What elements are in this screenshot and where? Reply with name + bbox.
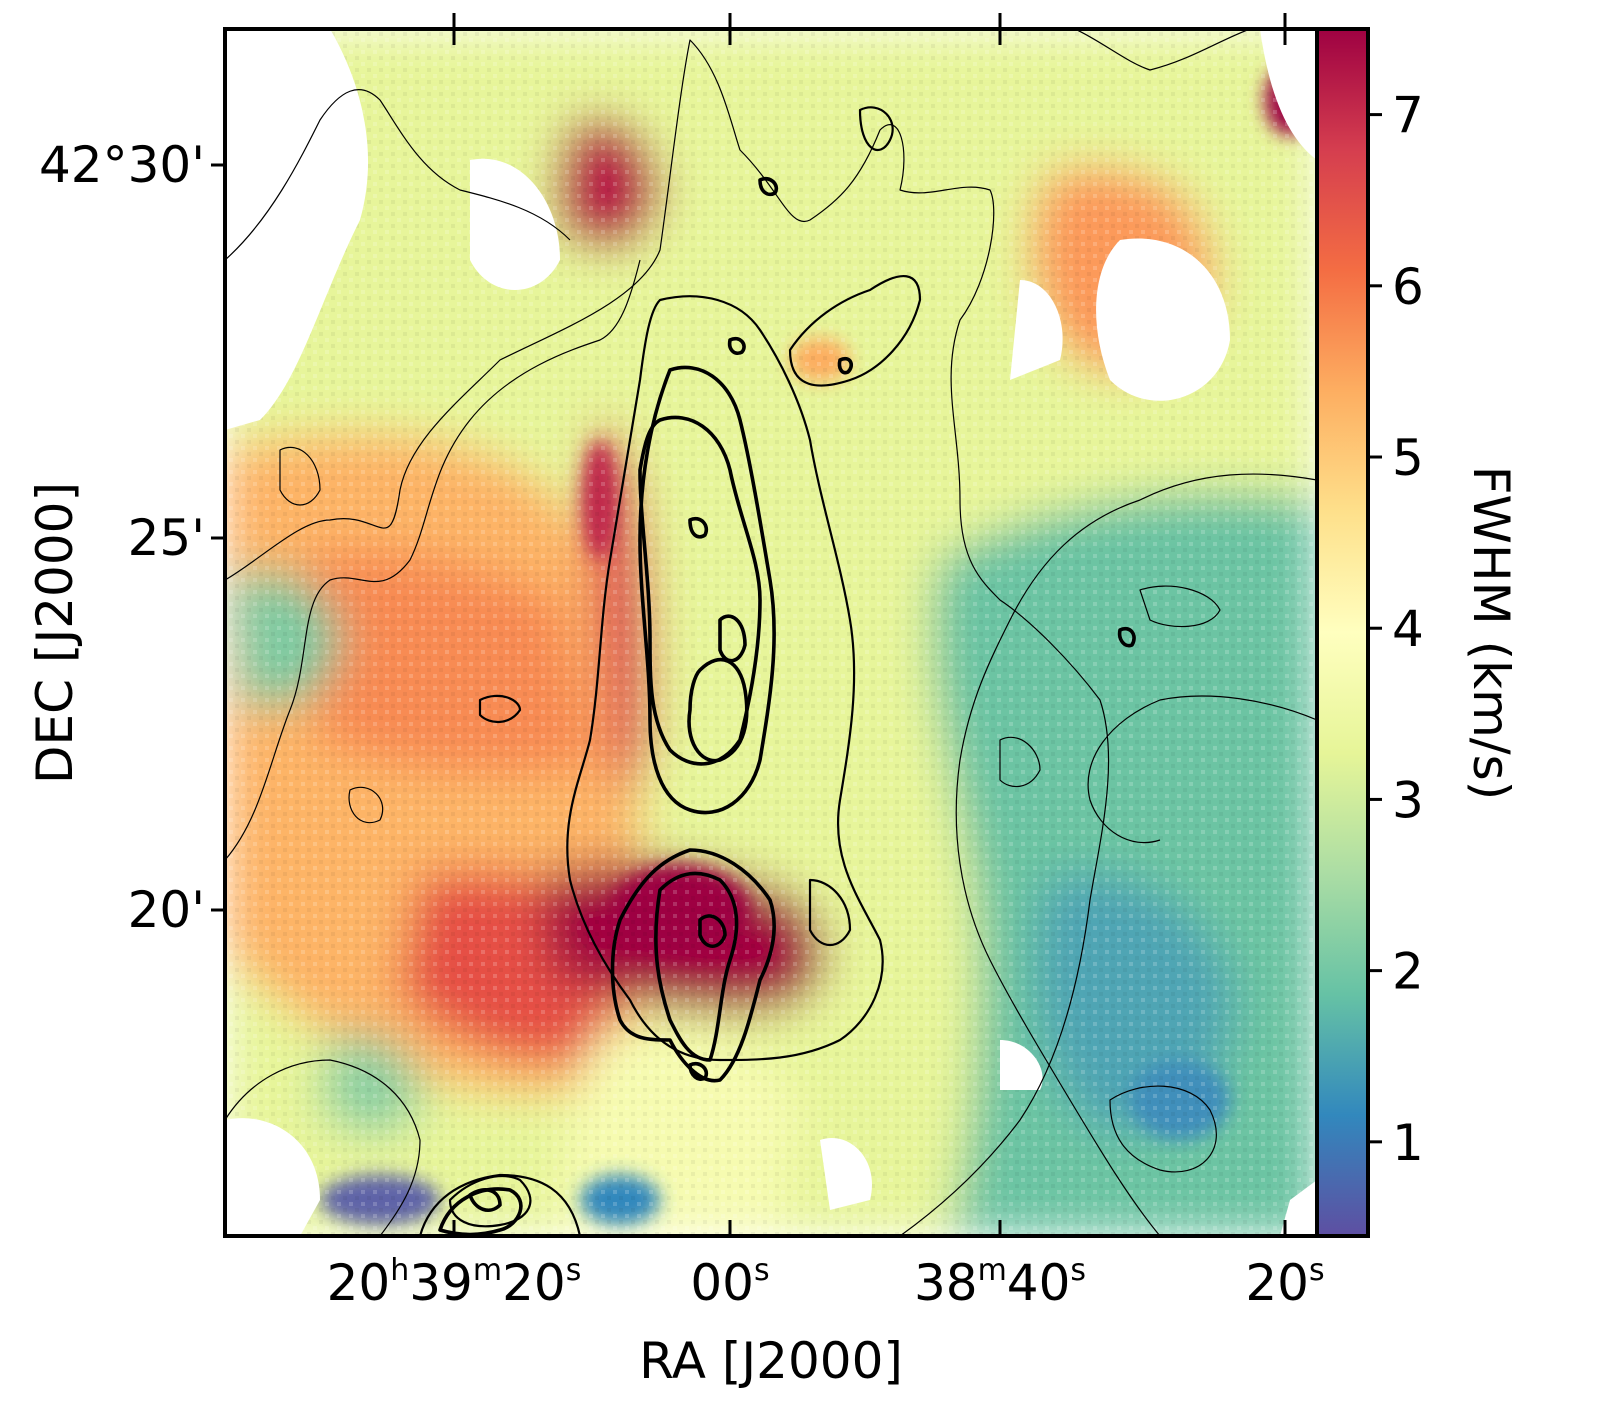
- colorbar: 1 2 3 4 5 6 7 FWHM (km/s): [1315, 27, 1520, 1238]
- x-tick-label: 38m40s: [914, 1253, 1086, 1312]
- colorbar-tick-label: 4: [1392, 600, 1424, 658]
- x-tick-label: 00s: [690, 1253, 769, 1312]
- colorbar-tick-label: 6: [1392, 258, 1424, 316]
- fwhm-map: [225, 29, 1317, 1236]
- y-tick-label: 20': [128, 881, 205, 939]
- x-tick-label: 20s: [1245, 1253, 1324, 1312]
- colorbar-gradient: [1317, 29, 1368, 1236]
- y-tick-labels: 42°30' 25' 20': [39, 136, 205, 939]
- colorbar-frame: [1315, 27, 1370, 1238]
- colorbar-tick-label: 7: [1392, 87, 1424, 145]
- y-tick-label: 25': [128, 509, 205, 567]
- colorbar-title: FWHM (km/s): [1462, 466, 1520, 800]
- x-axis-title: RA [J2000]: [639, 1332, 903, 1390]
- y-axis-title: DEC [J2000]: [26, 482, 84, 784]
- x-tick-labels: 20h39m20s 00s 38m40s 20s: [327, 1253, 1325, 1312]
- x-tick-label: 20h39m20s: [327, 1253, 582, 1312]
- colorbar-tick-label: 2: [1392, 943, 1424, 1001]
- colorbar-tick-label: 3: [1392, 771, 1424, 829]
- y-tick-label: 42°30': [39, 136, 205, 194]
- colorbar-tick-label: 1: [1392, 1114, 1424, 1172]
- colorbar-tick-label: 5: [1392, 429, 1424, 487]
